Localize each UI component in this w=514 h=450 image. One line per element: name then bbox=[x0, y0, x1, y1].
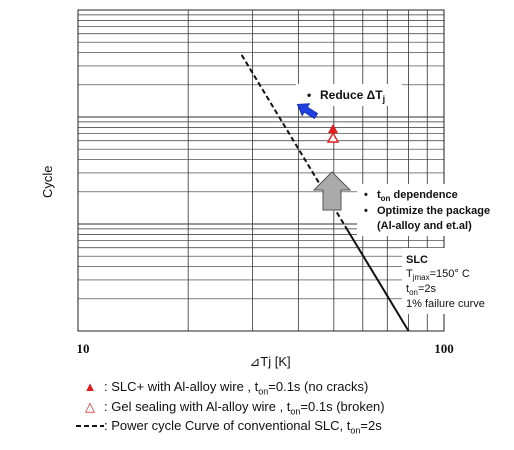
grid bbox=[77, 10, 445, 332]
slc-tjmax: Tjmax=150° C bbox=[406, 268, 470, 282]
marker-gel-sealing-open-triangle bbox=[326, 131, 340, 143]
legend-item-slc-plus: ▲ : SLC+ with Al-alloy wire , ton=0.1s (n… bbox=[76, 379, 369, 397]
ton-dependence-label: ton dependence bbox=[377, 189, 458, 203]
optimize-package-label: Optimize the package bbox=[377, 205, 490, 217]
series-power-cycle-curve bbox=[240, 54, 410, 332]
legend-item-power-cycle-sub: on bbox=[350, 425, 361, 436]
y-axis-label: Cycle bbox=[40, 165, 55, 198]
slc-failure-curve: 1% failure curve bbox=[406, 298, 485, 310]
slc-title: SLC bbox=[406, 254, 428, 266]
legend-item-slc-plus-tail: =0.1s (no cracks) bbox=[268, 379, 369, 394]
legend-item-power-cycle-curve: : Power cycle Curve of conventional SLC,… bbox=[76, 418, 382, 436]
up-arrow-icon bbox=[312, 171, 352, 211]
legend-item-gel-sealing-tail: =0.1s (broken) bbox=[300, 399, 385, 414]
reduce-annotation: Reduce ΔTj bbox=[320, 88, 385, 104]
legend-item-gel-sealing-text: : Gel sealing with Al-alloy wire , t bbox=[104, 399, 291, 414]
slc-annotation-box bbox=[402, 248, 502, 314]
curve-dashed-segment bbox=[240, 54, 346, 227]
reduce-arrow-icon bbox=[296, 103, 319, 120]
optimize-package-detail: (Al-alloy and et.al) bbox=[377, 220, 472, 232]
open-triangle-icon: △ bbox=[85, 399, 95, 414]
legend-item-power-cycle-tail: =2s bbox=[360, 418, 382, 433]
plot-frame bbox=[77, 9, 445, 332]
dependence-annotation-box bbox=[357, 184, 495, 236]
x-axis-label: ⊿Tj [K] bbox=[249, 354, 290, 369]
legend-item-power-cycle-text: : Power cycle Curve of conventional SLC,… bbox=[104, 418, 351, 433]
dependence-bullet-1: • bbox=[364, 189, 368, 201]
curve-solid-segment bbox=[344, 225, 410, 332]
marker-slc-plus-filled-triangle bbox=[328, 124, 338, 133]
x-tick-label-100: 100 bbox=[434, 341, 454, 356]
legend-item-slc-plus-text: : SLC+ with Al-alloy wire , t bbox=[104, 379, 259, 394]
legend-item-slc-plus-sub: on bbox=[258, 386, 269, 397]
reduce-annotation-box bbox=[296, 84, 402, 106]
dependence-bullet-2: • bbox=[364, 205, 368, 217]
legend-item-gel-sealing-sub: on bbox=[290, 406, 301, 417]
slc-ton: ton=2s bbox=[406, 283, 437, 297]
filled-triangle-icon: ▲ bbox=[83, 379, 97, 394]
x-tick-label-10: 10 bbox=[77, 341, 90, 356]
reduce-bullet: • bbox=[307, 88, 311, 102]
legend-item-gel-sealing: △ : Gel sealing with Al-alloy wire , ton=… bbox=[76, 399, 385, 417]
